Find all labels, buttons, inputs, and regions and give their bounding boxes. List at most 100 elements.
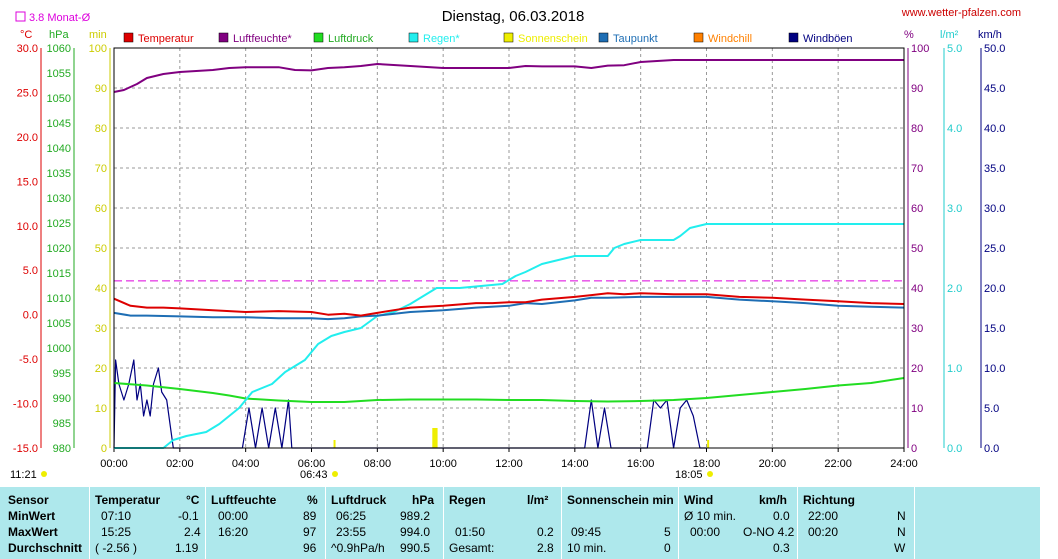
tick-label-rain_lm2: 1.0 (947, 363, 962, 375)
tick-label-pressure_hpa: 990 (53, 393, 71, 405)
sunrise-icon (332, 471, 338, 477)
legend-label: Temperatur (138, 33, 194, 45)
legend-swatch (693, 32, 704, 43)
table-divider (914, 487, 915, 559)
tick-label-humidity_pct: 30 (911, 323, 923, 335)
tick-label-rain_lm2: 5.0 (947, 43, 962, 55)
tick-label-wind_kmh: 0.0 (984, 443, 999, 455)
header-rain: Regen (449, 493, 486, 507)
tick-label-humidity_pct: 60 (911, 203, 923, 215)
series-line-windböen (113, 359, 707, 449)
series-line-taupunkt (113, 295, 905, 321)
statistics-table: Sensor Temperatur °C Luftfeuchte % Luftd… (0, 487, 1040, 559)
grid (114, 48, 904, 448)
tick-label-humidity_pct: 0 (911, 443, 917, 455)
table-divider (325, 487, 326, 559)
tick-label-pressure_hpa: 1035 (47, 168, 71, 180)
max-temp-val: 2.4 (184, 525, 201, 539)
header-direction: Richtung (803, 493, 855, 507)
corner-sun-icon (41, 471, 47, 477)
tick-label-wind_kmh: 20.0 (984, 283, 1005, 295)
unit-humidity: % (904, 29, 914, 41)
avg-hum-val: 96 (303, 541, 317, 555)
legend-swatch (788, 32, 799, 43)
tick-label-temperature_c: 5.0 (23, 265, 38, 277)
tick-label-wind_kmh: 5.0 (984, 403, 999, 415)
min-temp-time: 07:10 (101, 509, 132, 523)
tick-label-wind_kmh: 10.0 (984, 363, 1005, 375)
tick-label-temperature_c: 25.0 (17, 87, 38, 99)
table-divider (89, 487, 90, 559)
sunset-icon (707, 471, 713, 477)
avg-sun-val: 0 (664, 541, 671, 555)
min-press-val: 989.2 (400, 509, 431, 523)
table-divider (561, 487, 562, 559)
unit-wind: km/h (978, 29, 1002, 41)
tick-label-rain_lm2: 0.0 (947, 443, 962, 455)
tick-label-pressure_hpa: 1015 (47, 268, 71, 280)
tick-label-minutes: 0 (101, 443, 107, 455)
avg-press-val: 990.5 (400, 541, 431, 555)
row-max-label: MaxWert (8, 525, 58, 539)
tick-label-pressure_hpa: 985 (53, 418, 71, 430)
legend-label: Luftdruck (328, 33, 374, 45)
tick-label-minutes: 80 (95, 123, 107, 135)
x-tick-label: 06:00 (298, 458, 326, 470)
tick-label-minutes: 100 (89, 43, 107, 55)
max-sun-time: 09:45 (571, 525, 602, 539)
max-temp-time: 15:25 (101, 525, 132, 539)
max-hum-time: 16:20 (218, 525, 249, 539)
table-divider (797, 487, 798, 559)
tick-label-humidity_pct: 20 (911, 363, 923, 375)
tick-label-minutes: 70 (95, 163, 107, 175)
sunrise-time: 06:43 (300, 469, 328, 481)
max-wind-val: O-NO 4.2 (743, 525, 795, 539)
avg-dir-val: W (894, 541, 906, 555)
avg-note-checkbox-icon (15, 11, 26, 22)
x-tick-label: 12:00 (495, 458, 523, 470)
x-tick-label: 04:00 (232, 458, 260, 470)
x-tick-label: 24:00 (890, 458, 918, 470)
x-tick-label: 10:00 (429, 458, 457, 470)
sunshine-bar (433, 428, 436, 448)
tick-label-wind_kmh: 50.0 (984, 43, 1005, 55)
x-tick-label: 22:00 (824, 458, 852, 470)
min-dir-time: 22:00 (808, 509, 839, 523)
series-line-regen (114, 223, 904, 449)
axes: 00:00 02:00 04:00 06:00 08:00 10:00 12:00 14:00… (13, 43, 1006, 470)
min-dir-val: N (897, 509, 906, 523)
tick-label-pressure_hpa: 1040 (47, 143, 71, 155)
tick-label-rain_lm2: 2.0 (947, 283, 962, 295)
max-dir-time: 00:20 (808, 525, 839, 539)
header-rain-unit: l/m² (527, 493, 549, 507)
max-rain-val: 0.2 (537, 525, 554, 539)
tick-label-wind_kmh: 15.0 (984, 323, 1005, 335)
tick-label-rain_lm2: 4.0 (947, 123, 962, 135)
tick-label-pressure_hpa: 995 (53, 368, 71, 380)
row-avg-label: Durchschnitt (8, 541, 83, 555)
header-humidity-unit: % (307, 493, 318, 507)
sunshine-bar (435, 428, 438, 448)
tick-label-temperature_c: 0.0 (23, 310, 38, 322)
tick-label-minutes: 60 (95, 203, 107, 215)
tick-label-temperature_c: 30.0 (17, 43, 38, 55)
table-divider (678, 487, 679, 559)
tick-label-temperature_c: 20.0 (17, 132, 38, 144)
legend-swatch (218, 32, 229, 43)
max-press-val: 994.0 (400, 525, 431, 539)
avg-press-time: ^0.9hPa/h (331, 541, 385, 555)
tick-label-humidity_pct: 90 (911, 83, 923, 95)
tick-label-humidity_pct: 50 (911, 243, 923, 255)
legend-label: Regen* (423, 33, 460, 45)
min-wind-val: 0.0 (773, 509, 790, 523)
tick-label-pressure_hpa: 1025 (47, 218, 71, 230)
tick-label-humidity_pct: 100 (911, 43, 929, 55)
header-sensor: Sensor (8, 493, 49, 507)
x-tick-label: 08:00 (364, 458, 392, 470)
tick-label-minutes: 90 (95, 83, 107, 95)
legend-label: Windchill (708, 33, 752, 45)
header-pressure: Luftdruck (331, 493, 387, 507)
tick-label-pressure_hpa: 1055 (47, 68, 71, 80)
tick-label-rain_lm2: 3.0 (947, 203, 962, 215)
avg-note: 3.8 Monat-Ø (29, 12, 91, 24)
